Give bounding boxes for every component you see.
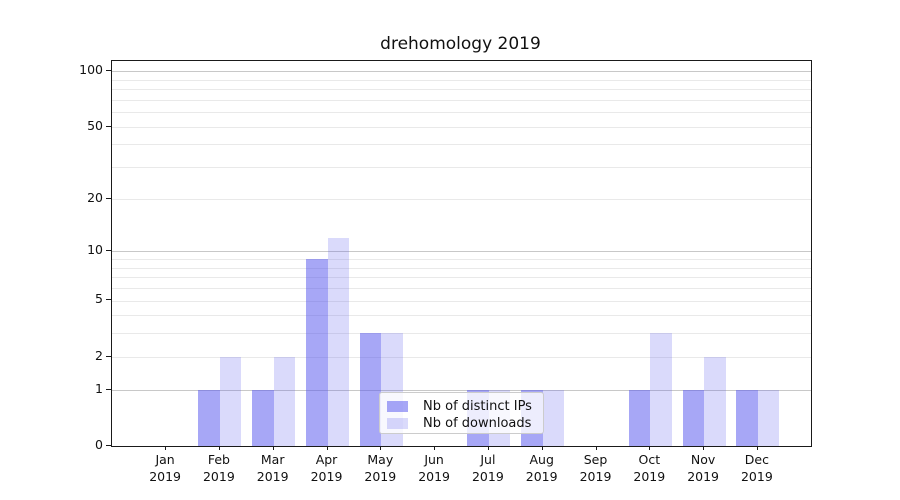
gridline-minor — [112, 267, 811, 269]
y-tick-mark — [106, 445, 111, 446]
y-tick-mark — [106, 197, 111, 199]
x-tick-label: Jul 2019 — [453, 452, 523, 485]
y-tick-label: 100 — [79, 62, 103, 78]
bar-distinct-ips-nov — [682, 389, 705, 446]
bar-downloads-aug — [542, 389, 565, 446]
gridline-minor — [112, 126, 811, 128]
gridline-minor — [112, 198, 811, 200]
x-tick-label: Nov 2019 — [668, 452, 738, 485]
x-tick-label-year: 2019 — [149, 468, 181, 484]
x-tick-mark — [272, 446, 274, 450]
gridline-minor — [112, 99, 811, 101]
y-tick-label: 50 — [87, 117, 103, 133]
y-tick-label: 5 — [95, 291, 103, 307]
bar-distinct-ips-oct — [628, 389, 651, 446]
x-tick-label-year: 2019 — [418, 468, 450, 484]
legend-row-distinct-ips: Nb of distinct IPs — [387, 398, 536, 414]
gridline-minor — [112, 112, 811, 114]
gridline-major — [112, 389, 811, 391]
x-tick-label-year: 2019 — [471, 468, 504, 484]
x-tick-label: May 2019 — [345, 452, 415, 485]
x-tick-label-year: 2019 — [633, 468, 666, 484]
x-tick-mark — [165, 446, 167, 450]
chart-title: drehomology 2019 — [380, 34, 541, 54]
x-tick-label: Aug 2019 — [507, 452, 577, 485]
bar-downloads-mar — [273, 356, 296, 446]
x-tick-label-year: 2019 — [310, 468, 343, 484]
x-tick-mark — [487, 446, 489, 450]
x-tick-label-year: 2019 — [579, 468, 612, 484]
gridline-minor — [112, 315, 811, 317]
gridline-minor — [112, 356, 811, 358]
x-tick-label: Mar 2019 — [238, 452, 308, 485]
gridline-minor — [112, 144, 811, 146]
x-tick-mark — [434, 446, 436, 450]
legend-label-downloads: Nb of downloads — [423, 415, 532, 431]
x-tick-mark — [595, 446, 597, 450]
y-tick-label: 2 — [95, 347, 103, 363]
x-tick-label-year: 2019 — [364, 468, 397, 484]
x-tick-mark — [218, 446, 220, 450]
y-tick-label: 1 — [95, 380, 103, 396]
x-tick-label-year: 2019 — [740, 468, 773, 484]
x-tick-label: Apr 2019 — [292, 452, 362, 485]
y-tick-mark — [106, 125, 111, 127]
gridline-minor — [112, 79, 811, 81]
x-tick-label-year: 2019 — [256, 468, 289, 484]
bar-distinct-ips-mar — [252, 389, 274, 446]
bar-distinct-ips-may — [359, 333, 382, 446]
x-tick-label: Jan 2019 — [130, 452, 200, 485]
y-tick-mark — [106, 388, 111, 390]
x-tick-mark — [326, 446, 328, 450]
legend: Nb of distinct IPs Nb of downloads — [379, 392, 544, 434]
bar-distinct-ips-dec — [736, 389, 758, 446]
legend-label-distinct-ips: Nb of distinct IPs — [423, 398, 532, 414]
legend-row-downloads: Nb of downloads — [387, 415, 536, 431]
x-tick-mark — [541, 446, 543, 450]
y-tick-mark — [106, 70, 111, 72]
x-tick-mark — [756, 446, 758, 450]
x-tick-label: Jun 2019 — [399, 452, 469, 485]
gridline-major — [112, 71, 811, 73]
gridline-minor — [112, 89, 811, 91]
x-tick-label-year: 2019 — [202, 468, 235, 484]
gridline-minor — [112, 333, 811, 335]
y-tick-label: 10 — [87, 242, 103, 258]
gridline-minor — [112, 300, 811, 302]
bar-distinct-ips-feb — [198, 389, 220, 446]
y-tick-mark — [106, 250, 111, 252]
x-tick-mark — [649, 446, 651, 450]
y-tick-label: 20 — [87, 189, 103, 205]
y-tick-mark — [106, 299, 111, 301]
x-tick-label-year: 2019 — [525, 468, 558, 484]
bar-downloads-feb — [219, 356, 242, 446]
legend-swatch-downloads — [387, 417, 408, 429]
bar-distinct-ips-apr — [306, 259, 328, 446]
x-tick-mark — [380, 446, 382, 450]
bar-downloads-oct — [650, 333, 672, 446]
y-tick-mark — [106, 355, 111, 357]
y-tick-label: 0 — [95, 437, 103, 452]
x-tick-label: Oct 2019 — [614, 452, 684, 485]
gridline-minor — [112, 259, 811, 260]
x-tick-label: Dec 2019 — [722, 452, 792, 485]
gridline-minor — [112, 277, 811, 279]
x-tick-mark — [703, 446, 705, 450]
plot-area — [111, 60, 812, 447]
gridline-minor — [112, 287, 811, 289]
legend-swatch-distinct-ips — [387, 400, 408, 412]
x-tick-label-year: 2019 — [687, 468, 719, 484]
bar-downloads-dec — [757, 389, 780, 446]
x-tick-label: Feb 2019 — [184, 452, 254, 485]
x-tick-label: Sep 2019 — [561, 452, 631, 485]
gridline-major — [112, 251, 811, 253]
bar-downloads-apr — [327, 237, 349, 446]
gridline-minor — [112, 167, 811, 169]
bar-downloads-nov — [704, 356, 726, 446]
